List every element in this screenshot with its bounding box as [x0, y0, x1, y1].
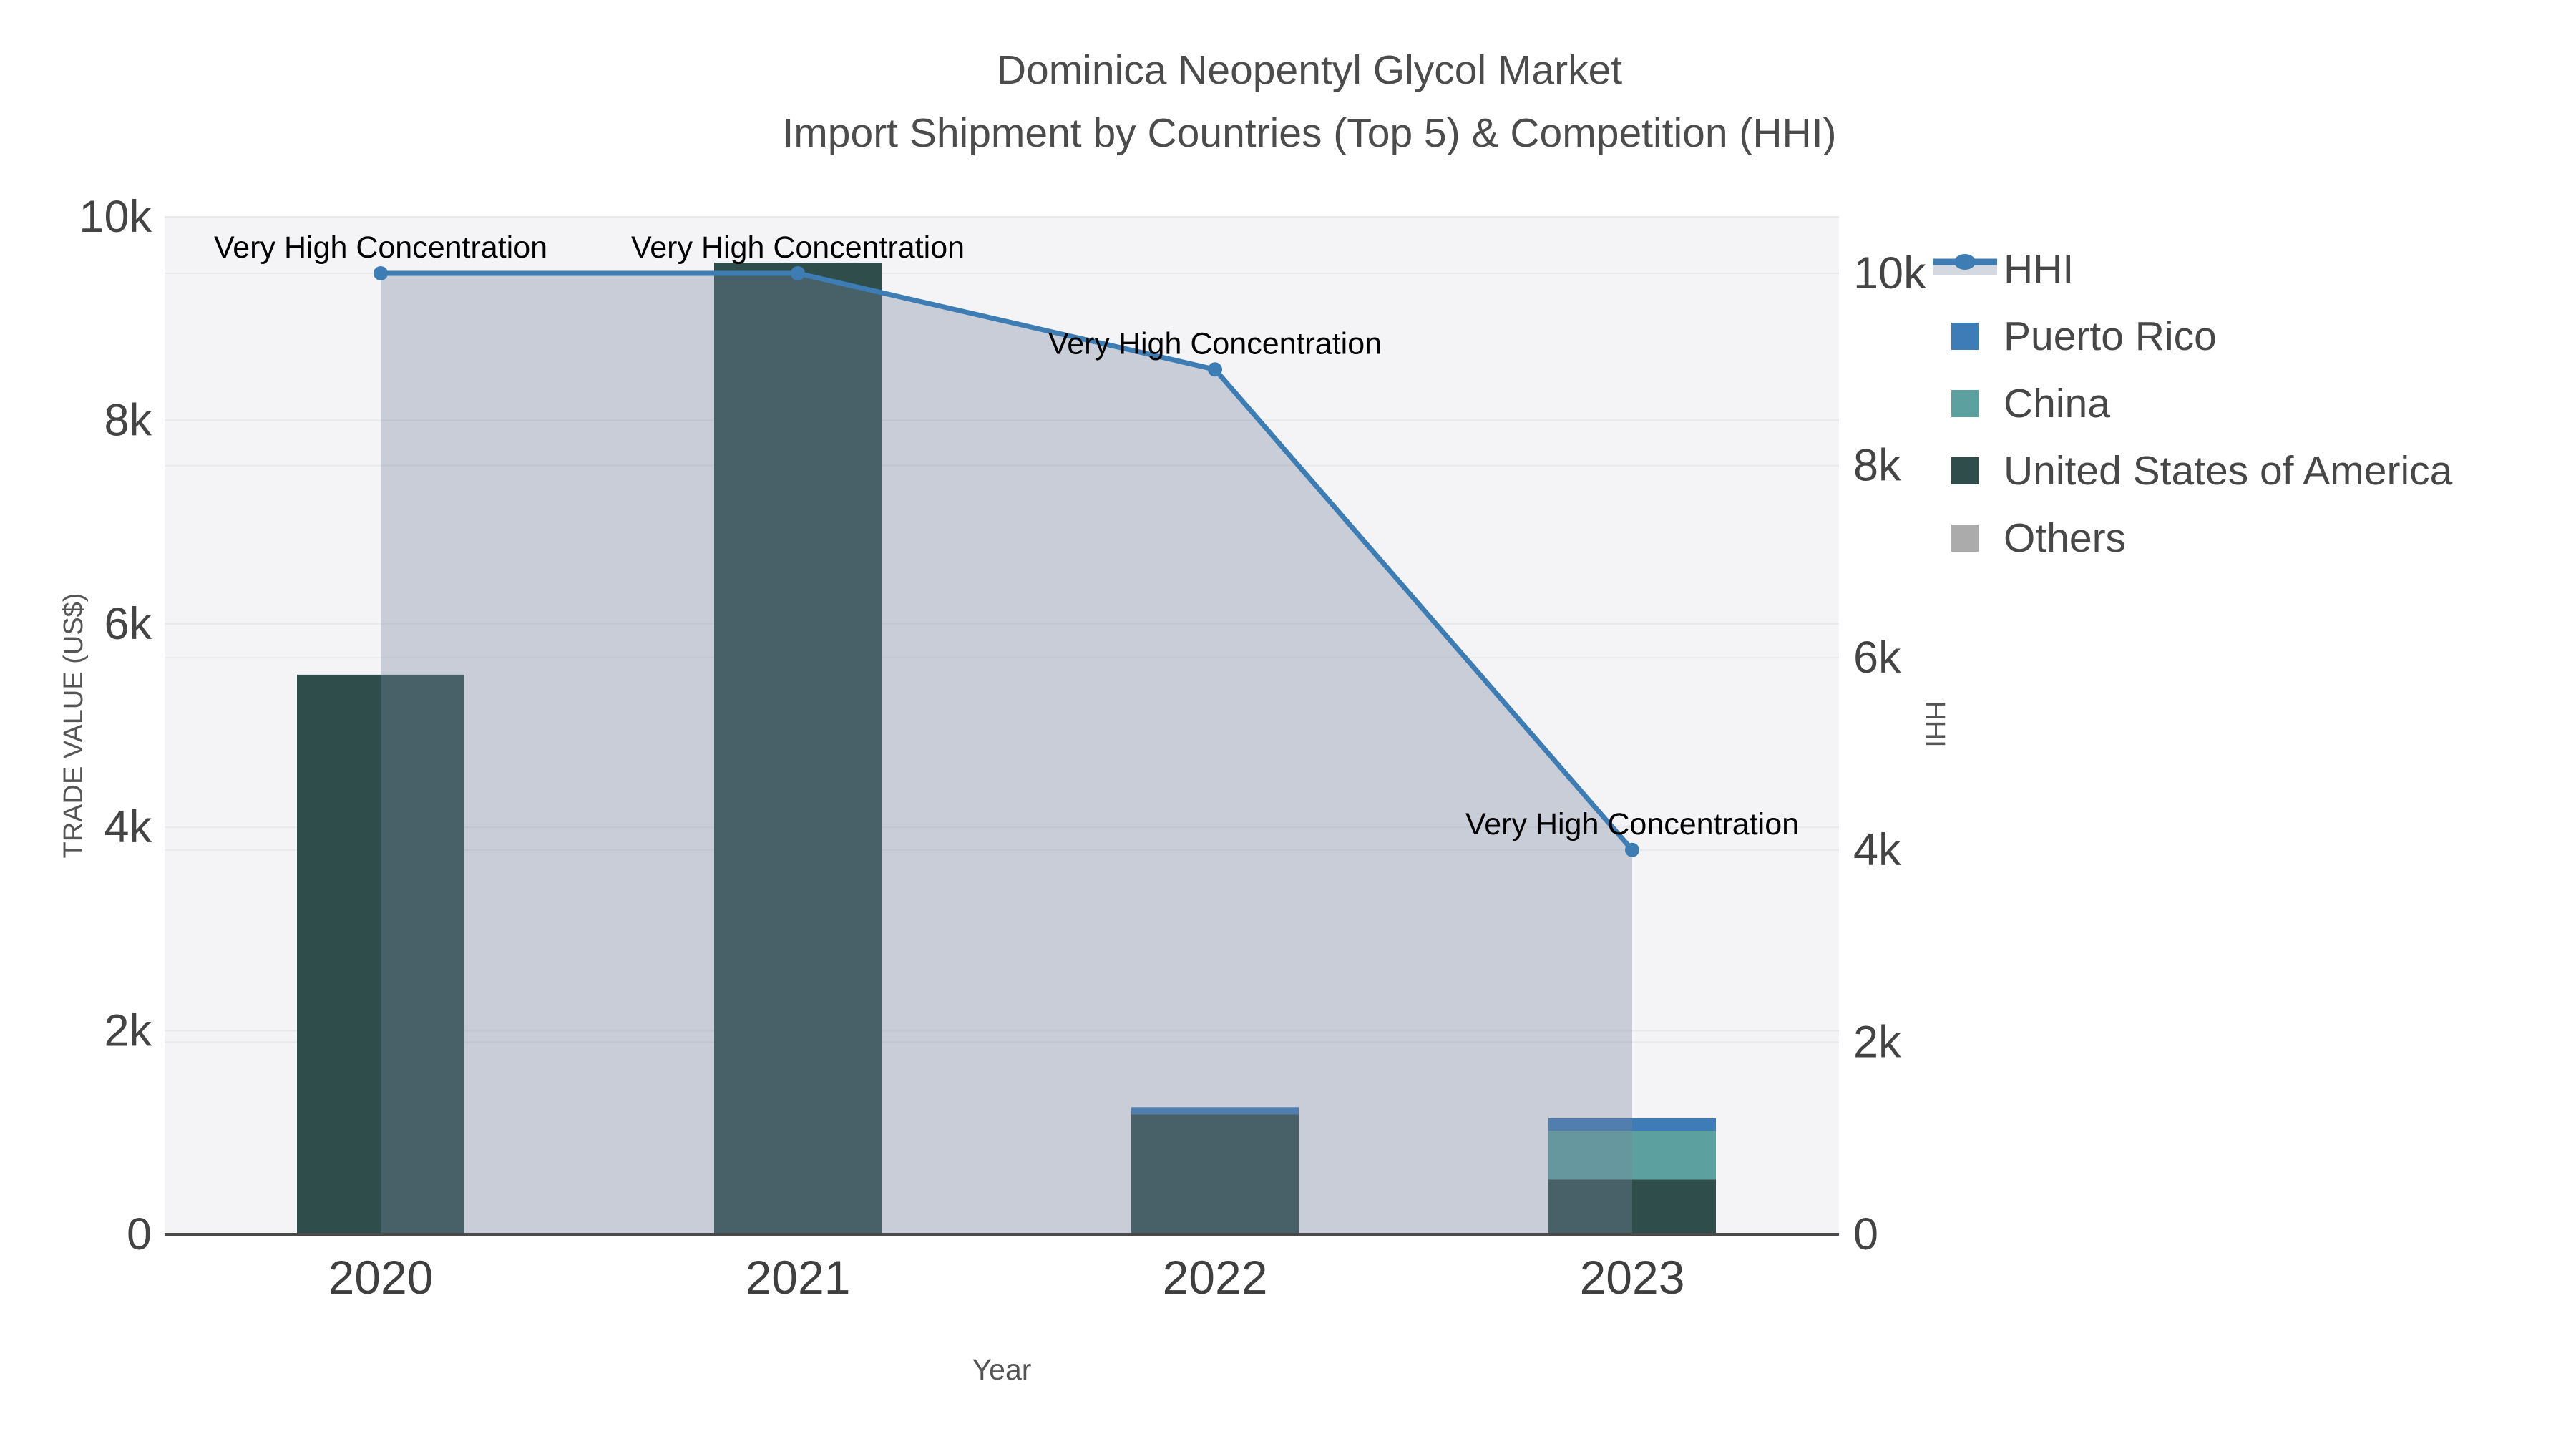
bar-segment — [1548, 1179, 1716, 1234]
hhi-line — [381, 270, 1634, 852]
x-tick-label: 2021 — [746, 1251, 851, 1304]
hhi-marker — [791, 266, 805, 280]
y-tick-label-left: 0 — [127, 1209, 152, 1259]
legend: HHI Puerto Rico China United States of Amer… — [1932, 235, 2562, 572]
legend-item-label: Others — [2004, 515, 2127, 561]
x-tick-label: 2020 — [328, 1251, 434, 1304]
legend-item-hhi[interactable]: HHI — [1932, 235, 2562, 303]
x-tick-label: 2022 — [1163, 1251, 1268, 1304]
legend-item-label: China — [2004, 381, 2110, 426]
y-tick-label-left: 8k — [104, 395, 152, 445]
y-tick-label-left: 6k — [104, 599, 152, 649]
bar-segment — [714, 263, 882, 1234]
y-tick-label-right: 2k — [1853, 1017, 1901, 1067]
hhi-area — [381, 273, 1632, 1234]
bar-segment — [1548, 1118, 1716, 1131]
legend-item-china[interactable]: China — [1932, 370, 2562, 437]
legend-item-label: HHI — [2004, 246, 2074, 292]
y-tick-label-right: 10k — [1853, 248, 1926, 298]
y-tick-label-right: 4k — [1853, 825, 1901, 875]
chart-title: Dominica Neopentyl Glycol Market — [996, 47, 1623, 93]
annotation: Very High Concentration — [1465, 807, 1799, 841]
hhi-marker — [374, 266, 388, 280]
title-block: Dominica Neopentyl Glycol Market Import … — [43, 50, 2576, 154]
y-tick-label-right: 8k — [1853, 441, 1901, 491]
legend-line-swatch-icon — [1932, 253, 1998, 286]
legend-item-puerto-rico[interactable]: Puerto Rico — [1932, 303, 2562, 370]
bar-segment — [1131, 1114, 1299, 1234]
legend-square-swatch-icon — [1932, 320, 1998, 353]
bar-segment — [1131, 1107, 1299, 1115]
hhi-marker — [1625, 842, 1639, 857]
x-tick-label: 2023 — [1580, 1251, 1685, 1304]
y-tick-label-right: 0 — [1853, 1209, 1878, 1259]
legend-item-others[interactable]: Others — [1932, 504, 2562, 572]
legend-square-swatch-icon — [1932, 387, 1998, 420]
annotation: Very High Concentration — [214, 230, 547, 265]
y-tick-label-left: 10k — [79, 192, 152, 242]
legend-item-united-states-of-america[interactable]: United States of America — [1932, 437, 2562, 504]
y-tick-label-left: 2k — [104, 1006, 152, 1056]
x-axis-title: Year — [972, 1353, 1032, 1386]
y-tick-label-right: 6k — [1853, 633, 1901, 683]
legend-square-swatch-icon — [1932, 454, 1998, 487]
legend-item-label: Puerto Rico — [2004, 313, 2217, 359]
bar-segment — [1548, 1131, 1716, 1180]
hhi-marker — [1208, 362, 1222, 377]
legend-item-label: United States of America — [2004, 448, 2453, 494]
annotation: Very High Concentration — [1048, 326, 1382, 361]
annotation: Very High Concentration — [631, 230, 965, 265]
y-axis-title-right: HHI — [1920, 701, 1950, 747]
y-axis-title-left: TRADE VALUE (US$) — [59, 593, 89, 859]
legend-square-swatch-icon — [1932, 522, 1998, 555]
chart-subtitle: Import Shipment by Countries (Top 5) & C… — [782, 110, 1837, 156]
bar-segment — [297, 674, 464, 1234]
y-tick-label-left: 4k — [104, 802, 152, 852]
